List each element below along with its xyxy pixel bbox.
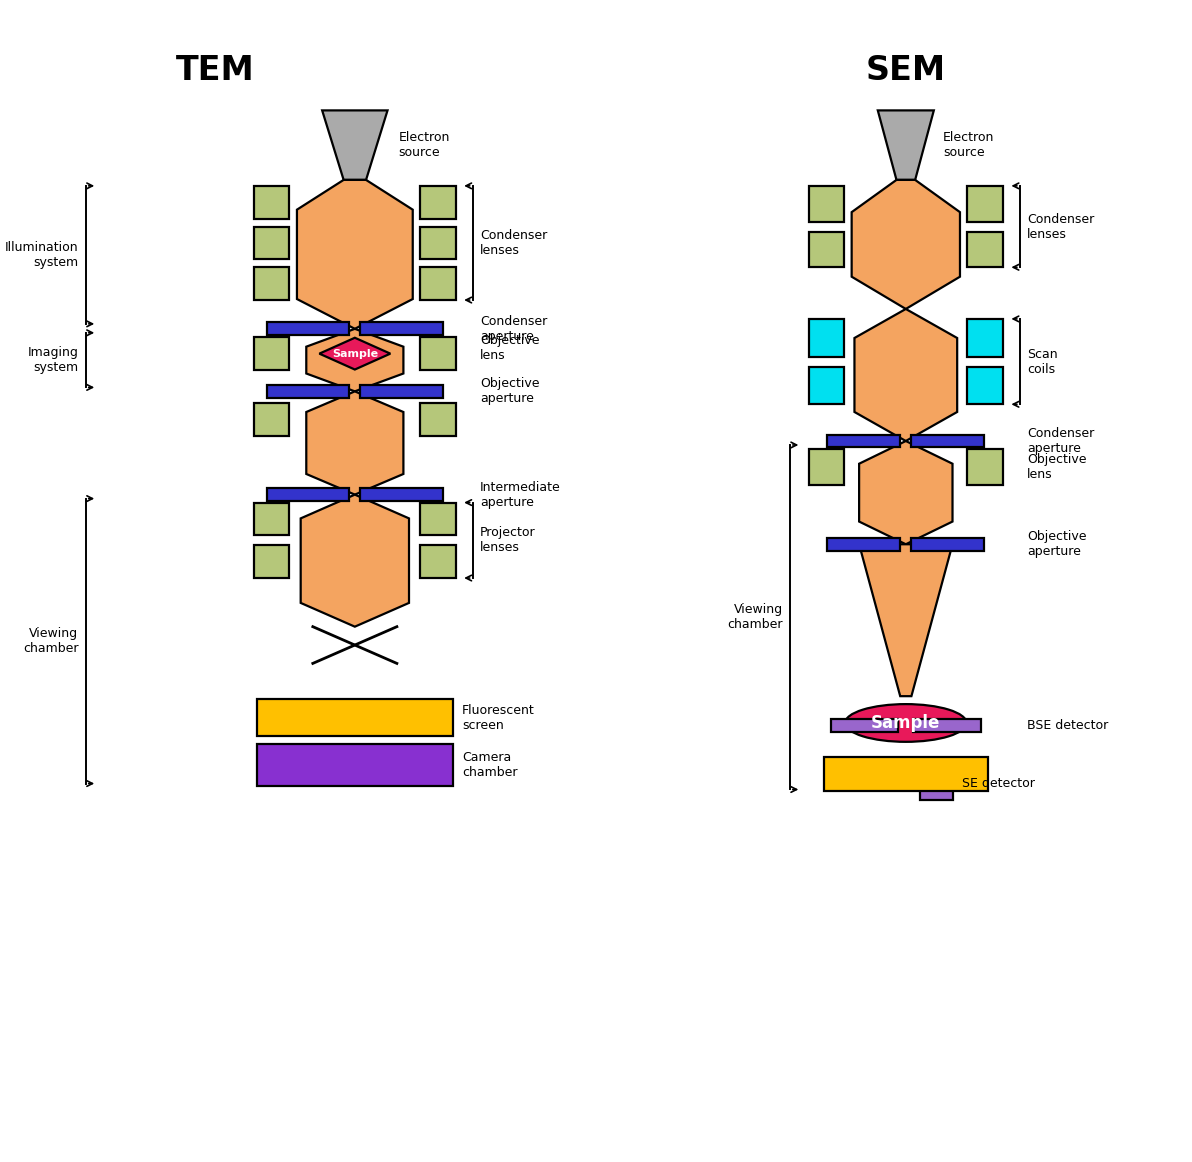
FancyBboxPatch shape <box>421 227 455 259</box>
Text: TEM: TEM <box>175 55 254 87</box>
Polygon shape <box>319 338 390 370</box>
FancyBboxPatch shape <box>421 403 455 436</box>
FancyBboxPatch shape <box>808 449 844 485</box>
Ellipse shape <box>845 704 967 741</box>
FancyBboxPatch shape <box>360 385 442 397</box>
FancyBboxPatch shape <box>968 231 1002 267</box>
FancyBboxPatch shape <box>421 267 455 300</box>
FancyBboxPatch shape <box>267 488 349 501</box>
FancyBboxPatch shape <box>968 449 1002 485</box>
FancyBboxPatch shape <box>808 366 844 404</box>
Text: Illumination
system: Illumination system <box>5 241 79 268</box>
FancyBboxPatch shape <box>421 545 455 578</box>
Polygon shape <box>859 442 952 544</box>
FancyBboxPatch shape <box>824 756 987 791</box>
Text: Condenser
lenses: Condenser lenses <box>480 229 547 257</box>
FancyBboxPatch shape <box>808 186 844 222</box>
Text: Condenser
lenses: Condenser lenses <box>1028 213 1094 241</box>
FancyBboxPatch shape <box>360 322 442 336</box>
Text: Scan
coils: Scan coils <box>1028 347 1057 375</box>
FancyBboxPatch shape <box>827 538 900 551</box>
FancyBboxPatch shape <box>254 227 290 259</box>
FancyBboxPatch shape <box>256 700 453 736</box>
Text: Fluorescent
screen: Fluorescent screen <box>462 703 535 732</box>
FancyBboxPatch shape <box>360 488 442 501</box>
FancyBboxPatch shape <box>912 435 985 447</box>
FancyBboxPatch shape <box>254 337 290 370</box>
FancyBboxPatch shape <box>808 318 844 357</box>
FancyBboxPatch shape <box>913 719 981 732</box>
Text: Camera
chamber: Camera chamber <box>462 751 517 779</box>
Polygon shape <box>297 180 412 329</box>
Text: Objective
lens: Objective lens <box>480 333 540 361</box>
FancyBboxPatch shape <box>254 403 290 436</box>
Text: Condenser
aperture: Condenser aperture <box>480 315 547 343</box>
FancyBboxPatch shape <box>968 186 1002 222</box>
Text: Objective
aperture: Objective aperture <box>480 378 540 406</box>
Polygon shape <box>877 110 933 180</box>
FancyBboxPatch shape <box>920 766 952 801</box>
FancyBboxPatch shape <box>421 503 455 536</box>
Polygon shape <box>859 544 952 696</box>
Text: SE detector: SE detector <box>962 776 1035 789</box>
FancyBboxPatch shape <box>421 337 455 370</box>
FancyBboxPatch shape <box>827 435 900 447</box>
Polygon shape <box>322 110 387 180</box>
Text: SEM: SEM <box>865 55 946 87</box>
FancyBboxPatch shape <box>254 503 290 536</box>
Text: Condenser
aperture: Condenser aperture <box>1028 426 1094 456</box>
FancyBboxPatch shape <box>267 385 349 397</box>
Text: Intermediate
aperture: Intermediate aperture <box>480 481 560 509</box>
Text: Objective
lens: Objective lens <box>1028 453 1087 481</box>
FancyBboxPatch shape <box>968 318 1002 357</box>
FancyBboxPatch shape <box>254 267 290 300</box>
FancyBboxPatch shape <box>912 538 985 551</box>
Polygon shape <box>306 392 403 495</box>
FancyBboxPatch shape <box>421 186 455 218</box>
FancyBboxPatch shape <box>831 719 899 732</box>
Polygon shape <box>306 329 403 392</box>
FancyBboxPatch shape <box>254 186 290 218</box>
Text: Imaging
system: Imaging system <box>27 346 79 374</box>
Text: Projector
lenses: Projector lenses <box>480 526 535 554</box>
FancyBboxPatch shape <box>968 366 1002 404</box>
FancyBboxPatch shape <box>808 231 844 267</box>
Text: Viewing
chamber: Viewing chamber <box>23 627 79 655</box>
Text: Objective
aperture: Objective aperture <box>1028 530 1087 558</box>
Text: Electron
source: Electron source <box>399 131 451 159</box>
Text: BSE detector: BSE detector <box>1028 719 1109 732</box>
FancyBboxPatch shape <box>254 545 290 578</box>
Polygon shape <box>851 180 960 309</box>
Text: Electron
source: Electron source <box>943 131 994 159</box>
Text: Sample: Sample <box>871 713 940 732</box>
FancyBboxPatch shape <box>267 322 349 336</box>
Polygon shape <box>855 309 957 442</box>
Text: Sample: Sample <box>331 349 378 359</box>
Polygon shape <box>300 495 409 626</box>
Text: Viewing
chamber: Viewing chamber <box>727 603 782 631</box>
FancyBboxPatch shape <box>256 744 453 786</box>
